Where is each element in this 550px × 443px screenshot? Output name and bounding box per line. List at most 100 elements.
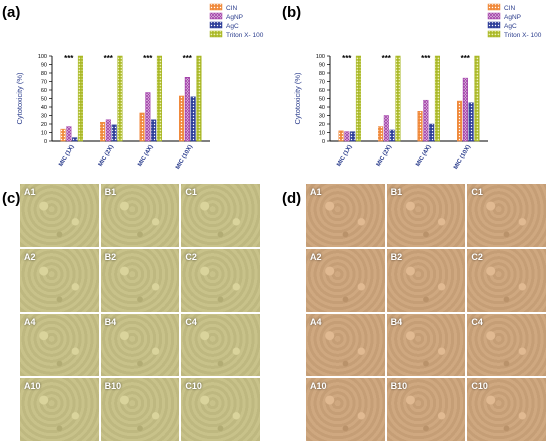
- y-tick-label: 60: [319, 88, 325, 94]
- chart-b: Cytotoxicity (%) 0 10 20 30 40 50 60 70 80 90 100 **…: [293, 3, 542, 171]
- y-tick-label: 70: [319, 80, 325, 86]
- micrograph-cell-label: B2: [390, 251, 403, 262]
- significance-annotation: ***: [342, 54, 352, 63]
- micrograph-cell-label: C2: [185, 251, 197, 262]
- micrograph-cell-a2: A2: [306, 248, 385, 312]
- micrograph-cell-b1: B1: [386, 184, 466, 247]
- legend-label: AgC: [226, 23, 239, 30]
- micrograph-cell-a10: A10: [306, 378, 385, 441]
- micrograph-grid-c: A1 B1 C1 A2 B2 C2 A4 B4 C4 A10 B10 C10: [20, 184, 260, 441]
- micrograph-cell-label: C1: [185, 187, 197, 197]
- y-tick-label: 80: [319, 71, 325, 77]
- bar-2-3: [434, 55, 440, 142]
- bar-2-0: [139, 112, 145, 142]
- bar-0-3: [355, 55, 362, 142]
- y-tick-label: 20: [41, 122, 47, 128]
- bar-3-2: [190, 96, 196, 142]
- bar-2-2: [151, 119, 157, 142]
- micrograph-cell-b10: B10: [100, 378, 180, 441]
- micrograph-cell-a2: A2: [20, 248, 99, 312]
- micrograph-cell-label: A1: [24, 187, 36, 197]
- y-tick-label: 100: [38, 54, 47, 60]
- y-tick-label: 40: [41, 105, 47, 111]
- y-tick-label: 50: [319, 97, 325, 103]
- y-tick-label: 80: [41, 71, 47, 77]
- micrograph-cell-label: B10: [104, 381, 122, 392]
- bar-0-1: [344, 131, 350, 142]
- legend-label: AgC: [504, 23, 517, 30]
- micrograph-cell-label: A4: [24, 316, 36, 327]
- bar-3-0: [179, 95, 185, 142]
- y-tick-label: 30: [319, 114, 325, 120]
- micrograph-cell-label: C1: [471, 187, 483, 197]
- panel-letter-c: (c): [2, 190, 21, 207]
- bar-0-1: [66, 126, 72, 142]
- micrograph-cell-label: A10: [24, 381, 41, 392]
- micrograph-cell-label: A10: [310, 381, 327, 392]
- micrograph-cell-label: C4: [185, 316, 197, 327]
- micrograph-cell-label: A4: [310, 316, 322, 327]
- legend-swatch: [209, 21, 223, 29]
- legend-swatch: [487, 30, 501, 38]
- x-tick-label: MIC (1X): [58, 144, 75, 168]
- panel-letter-a: (a): [2, 4, 21, 21]
- y-tick-label: 40: [319, 105, 325, 111]
- y-tick-label: 90: [319, 63, 325, 69]
- legend-swatch: [487, 21, 501, 29]
- micrograph-cell-a4: A4: [306, 313, 385, 377]
- micrograph-cell-a4: A4: [20, 313, 99, 377]
- bar-3-0: [457, 100, 463, 142]
- micrograph-cell-label: B2: [104, 251, 117, 262]
- legend-swatch: [209, 3, 223, 11]
- x-tick-label: MIC (10X): [175, 144, 194, 171]
- bar-2-1: [145, 92, 151, 142]
- y-tick-label: 50: [41, 97, 47, 103]
- legend-label: CIN: [504, 5, 516, 12]
- micrograph-cell-c10: C10: [467, 378, 546, 441]
- bar-0-0: [60, 128, 66, 142]
- micrograph-cell-c4: C4: [181, 313, 260, 377]
- micrograph-cell-label: B1: [390, 187, 403, 197]
- micrograph-cell-b10: B10: [386, 378, 466, 441]
- micrograph-cell-b1: B1: [100, 184, 180, 247]
- bar-3-2: [468, 102, 474, 142]
- bar-2-0: [417, 111, 423, 142]
- y-tick-label: 20: [319, 122, 325, 128]
- panel-letter-d: (d): [282, 190, 302, 207]
- bar-1-0: [378, 126, 384, 142]
- bar-0-3: [77, 55, 84, 142]
- micrograph-cell-c4: C4: [467, 313, 546, 377]
- bar-1-1: [383, 115, 389, 142]
- bar-3-1: [462, 77, 468, 142]
- micrograph-cell-c2: C2: [467, 248, 546, 312]
- micrograph-cell-label: C10: [471, 381, 488, 392]
- micrograph-cell-c10: C10: [181, 378, 260, 441]
- x-tick-label: MIC (10X): [453, 144, 472, 171]
- significance-annotation: ***: [143, 54, 153, 63]
- legend-label: AgNP: [226, 14, 243, 21]
- x-tick-label: MIC (4X): [137, 144, 154, 168]
- micrograph-cell-label: A1: [310, 187, 322, 197]
- bar-2-3: [156, 55, 162, 142]
- micrograph-cell-a1: A1: [306, 184, 385, 247]
- micrograph-cell-label: B1: [104, 187, 117, 197]
- x-tick-label: MIC (1X): [336, 144, 353, 168]
- y-tick-label: 30: [41, 114, 47, 120]
- micrograph-cell-a10: A10: [20, 378, 99, 441]
- micrograph-cell-label: C4: [471, 316, 483, 327]
- micrograph-cell-c1: C1: [467, 184, 546, 247]
- bar-3-1: [184, 77, 190, 142]
- bar-1-0: [100, 122, 106, 142]
- y-tick-label: 0: [44, 139, 47, 145]
- significance-annotation: ***: [421, 54, 431, 63]
- bar-1-3: [395, 55, 401, 142]
- legend-label: AgNP: [504, 14, 521, 21]
- bar-3-3: [196, 55, 202, 142]
- legend-swatch: [209, 30, 223, 38]
- micrograph-cell-b2: B2: [386, 248, 466, 312]
- x-tick-label: MIC (2X): [98, 144, 115, 168]
- y-tick-label: 60: [41, 88, 47, 94]
- y-axis-label: Cytotoxicity (%): [15, 72, 24, 125]
- bar-2-1: [423, 99, 429, 142]
- y-tick-label: 10: [41, 131, 47, 137]
